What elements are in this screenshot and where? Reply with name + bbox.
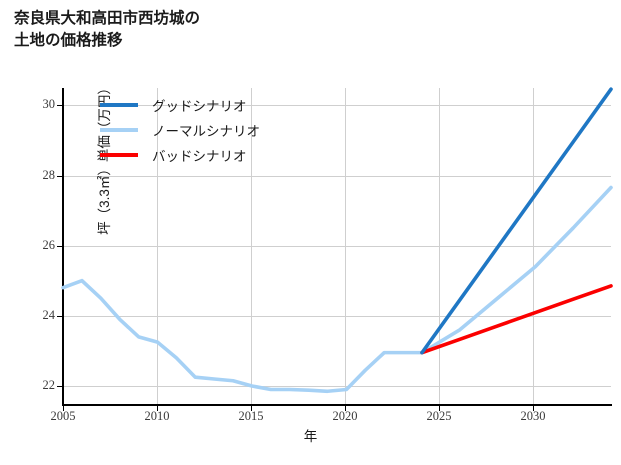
series-line-normal [61,185,613,394]
x-tickmark-2010 [157,406,158,411]
legend-item-normal[interactable]: ノーマルシナリオ [100,117,330,142]
legend-label-normal: ノーマルシナリオ [152,123,260,139]
gridline-x-2025 [439,88,440,405]
gridline-y-24 [64,316,611,317]
y-tickmark-26 [57,246,62,247]
legend-item-bad[interactable]: バッドシナリオ [100,142,330,167]
x-tickmark-2025 [439,406,440,411]
y-tickmark-22 [57,386,62,387]
series-line-bad [420,284,613,355]
gridline-x-2030 [533,88,534,405]
legend-swatch-bad [100,152,138,157]
x-tickmark-2020 [345,406,346,411]
gridline-x-2020 [345,88,346,405]
gridline-y-30 [64,105,611,106]
x-axis-title: 年 [303,429,318,444]
y-tick-label-26: 26 [42,238,56,252]
legend-swatch-good [100,102,138,107]
y-tick-label-30: 30 [42,97,56,111]
y-tickmark-28 [57,176,62,177]
x-axis-line [62,404,612,406]
x-tick-label-2025: 2025 [426,409,452,423]
x-tick-label-2010: 2010 [144,409,170,423]
y-tickmark-24 [57,316,62,317]
legend-label-good: グッドシナリオ [152,98,247,114]
gridline-y-22 [64,386,611,387]
x-tickmark-2015 [251,406,252,411]
y-tickmark-30 [57,105,62,106]
x-tickmark-2005 [63,406,64,411]
x-tick-label-2030: 2030 [520,409,546,423]
x-tick-label-2005: 2005 [50,409,76,423]
y-tick-label-28: 28 [42,168,56,182]
legend-label-bad: バッドシナリオ [152,148,247,164]
gridline-y-26 [64,246,611,247]
page-title: 奈良県大和高田市西坊城の 土地の価格推移 [14,10,201,49]
x-tick-label-2020: 2020 [332,409,358,423]
x-tickmark-2030 [533,406,534,411]
x-tick-label-2015: 2015 [238,409,264,423]
y-tick-label-22: 22 [42,378,56,392]
series-line-good [420,87,613,355]
legend-swatch-normal [100,127,138,132]
legend-item-good[interactable]: グッドシナリオ [100,92,330,117]
y-tick-label-24: 24 [42,308,56,322]
gridline-y-28 [64,176,611,177]
y-axis-line [62,88,64,406]
legend: グッドシナリオ ノーマルシナリオ バッドシナリオ [100,92,330,167]
